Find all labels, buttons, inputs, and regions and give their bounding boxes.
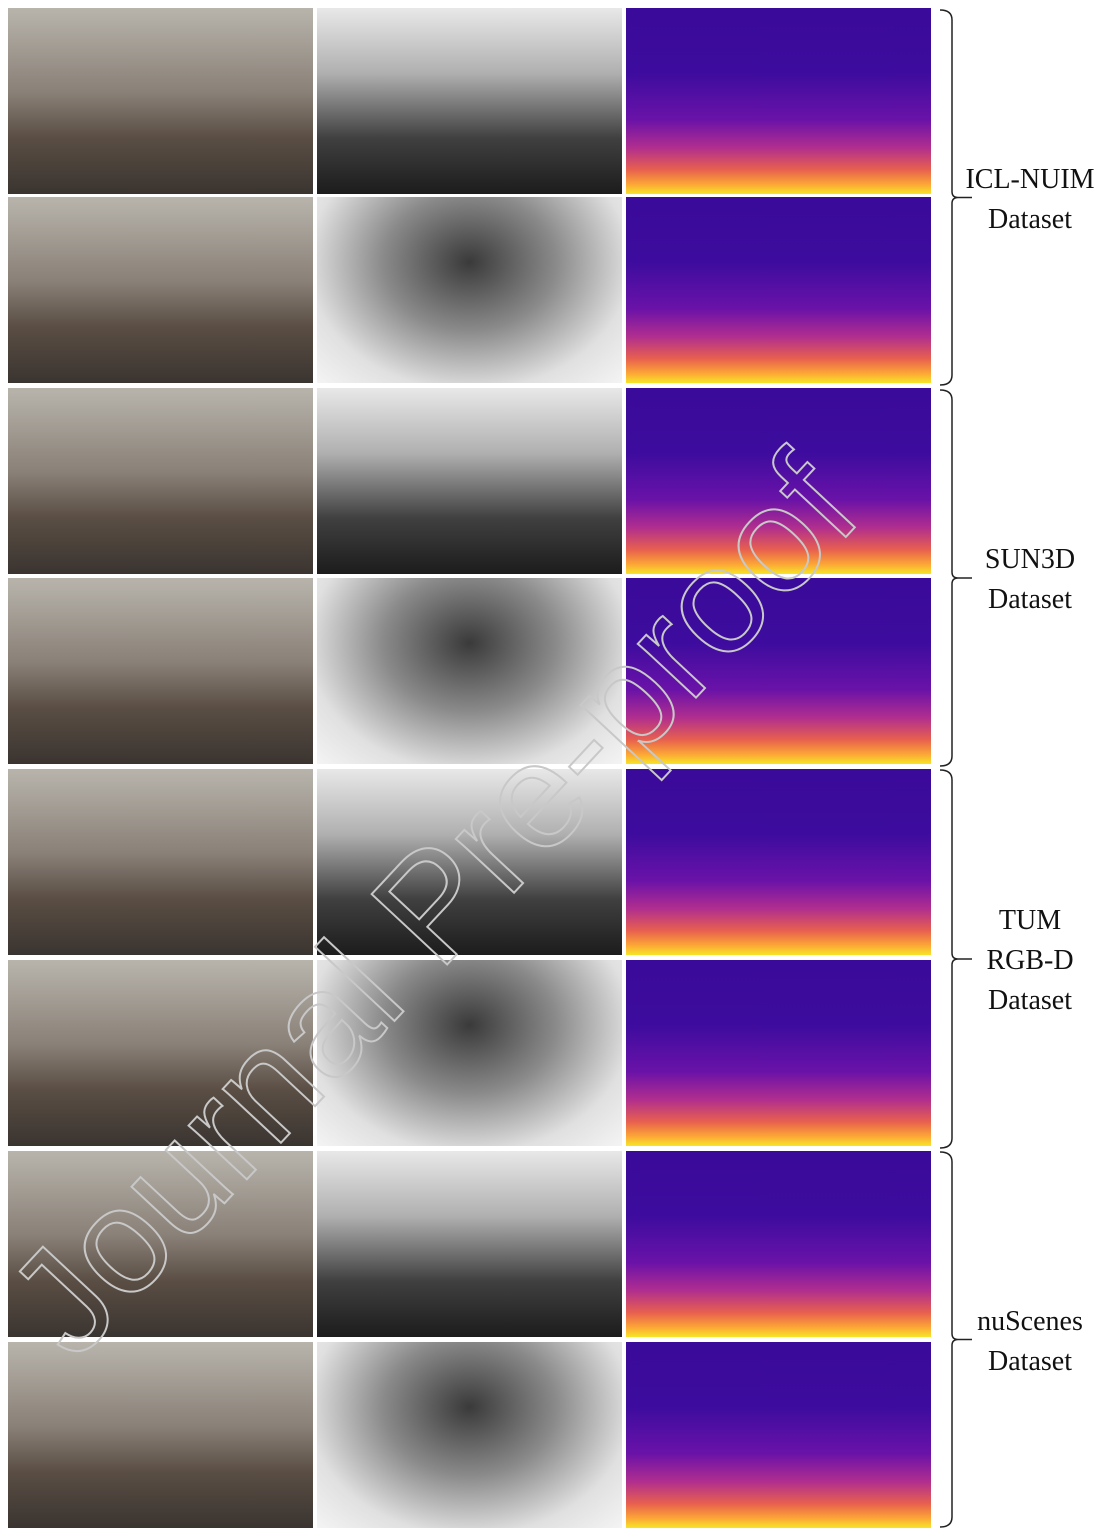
label-line: ICL-NUIM <box>955 160 1105 200</box>
depth-image <box>317 960 622 1146</box>
depth-colormap <box>626 1151 931 1337</box>
depth-image <box>317 578 622 764</box>
depth-colormap <box>626 8 931 194</box>
depth-colormap <box>626 960 931 1146</box>
rgb-image <box>8 769 313 955</box>
rgb-image <box>8 1151 313 1337</box>
rgb-image <box>8 578 313 764</box>
label-line: Dataset <box>955 1342 1105 1382</box>
figure: ICL-NUIMDatasetSUN3DDatasetTUMRGB-DDatas… <box>0 0 1110 1529</box>
depth-image <box>317 388 622 574</box>
depth-image <box>317 197 622 383</box>
label-line: SUN3D <box>955 540 1105 580</box>
depth-colormap <box>626 388 931 574</box>
depth-colormap <box>626 578 931 764</box>
depth-image <box>317 1151 622 1337</box>
depth-image <box>317 1342 622 1528</box>
depth-image <box>317 8 622 194</box>
rgb-image <box>8 1342 313 1528</box>
rgb-image <box>8 960 313 1146</box>
rgb-image <box>8 388 313 574</box>
label-line: Dataset <box>955 580 1105 620</box>
label-line: Dataset <box>955 981 1105 1021</box>
label-line: TUM <box>955 901 1105 941</box>
label-line: RGB-D <box>955 941 1105 981</box>
depth-colormap <box>626 1342 931 1528</box>
label-line: nuScenes <box>955 1302 1105 1342</box>
rgb-image <box>8 8 313 194</box>
label-line: Dataset <box>955 200 1105 240</box>
rgb-image <box>8 197 313 383</box>
depth-colormap <box>626 769 931 955</box>
depth-colormap <box>626 197 931 383</box>
depth-image <box>317 769 622 955</box>
